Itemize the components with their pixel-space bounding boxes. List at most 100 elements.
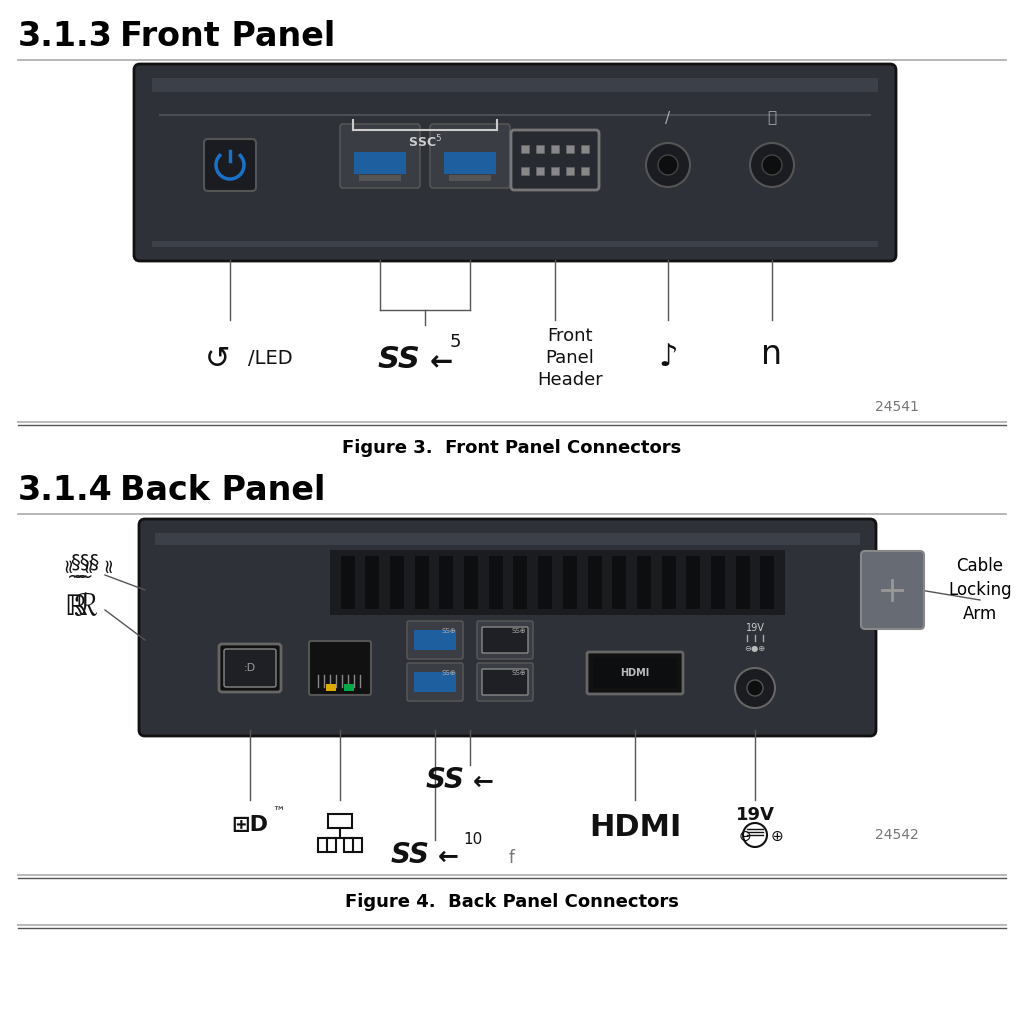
Bar [760, 556, 774, 609]
Text: ⊖●⊕: ⊖●⊕ [744, 643, 766, 652]
Text: /: / [666, 111, 671, 126]
FancyBboxPatch shape [204, 139, 256, 191]
FancyBboxPatch shape [477, 663, 534, 701]
Bar [588, 556, 601, 609]
Text: SS: SS [391, 841, 430, 869]
Bar [354, 152, 406, 174]
FancyBboxPatch shape [477, 621, 534, 659]
Bar [513, 556, 527, 609]
Text: 10: 10 [463, 833, 482, 848]
Circle shape [750, 143, 794, 187]
Bar [152, 78, 878, 92]
Text: HDMI: HDMI [621, 668, 649, 678]
FancyBboxPatch shape [511, 130, 599, 190]
FancyBboxPatch shape [587, 652, 683, 694]
Text: $\mathbf{SSC}^5$: $\mathbf{SSC}^5$ [408, 134, 442, 151]
Text: :D: :D [244, 663, 256, 673]
Text: ⊞D: ⊞D [231, 815, 268, 835]
FancyBboxPatch shape [482, 669, 528, 695]
Text: 19V: 19V [745, 623, 765, 633]
Text: ~: ~ [72, 567, 88, 587]
Text: HDMI: HDMI [589, 813, 681, 843]
Text: 19V: 19V [735, 806, 774, 824]
Text: ™: ™ [272, 806, 285, 818]
FancyBboxPatch shape [593, 658, 677, 688]
FancyBboxPatch shape [139, 519, 876, 736]
Text: 3.1.4: 3.1.4 [18, 473, 113, 507]
FancyBboxPatch shape [407, 663, 463, 701]
Bar [581, 145, 589, 153]
Bar [414, 630, 456, 650]
Bar [566, 145, 574, 153]
FancyBboxPatch shape [430, 124, 510, 188]
Text: Figure 3.  Front Panel Connectors: Figure 3. Front Panel Connectors [342, 439, 682, 457]
Bar [328, 814, 352, 828]
Bar [536, 145, 544, 153]
Bar [686, 556, 700, 609]
Text: SS: SS [426, 766, 465, 794]
Bar [464, 556, 478, 609]
Bar [318, 838, 336, 852]
Text: ←: ← [430, 348, 454, 376]
FancyBboxPatch shape [219, 644, 281, 692]
FancyBboxPatch shape [861, 551, 924, 629]
Bar [344, 684, 354, 691]
Text: n: n [762, 339, 782, 372]
Bar [735, 556, 750, 609]
Bar [662, 556, 676, 609]
FancyBboxPatch shape [309, 641, 371, 695]
Text: SS⊕: SS⊕ [512, 670, 526, 676]
Text: ~: ~ [67, 567, 83, 587]
FancyBboxPatch shape [134, 63, 896, 261]
Circle shape [746, 680, 763, 696]
Circle shape [735, 668, 775, 708]
Text: ℝ: ℝ [63, 593, 86, 621]
Text: ℛ: ℛ [73, 594, 97, 623]
Text: Back Panel: Back Panel [120, 473, 326, 507]
Text: /LED: /LED [248, 348, 293, 368]
Bar [366, 556, 379, 609]
Text: 5: 5 [450, 333, 461, 351]
Text: ←: ← [473, 770, 494, 794]
FancyBboxPatch shape [224, 649, 276, 687]
Circle shape [658, 155, 678, 175]
Text: 24541: 24541 [874, 400, 919, 414]
FancyBboxPatch shape [482, 627, 528, 653]
Text: ≈: ≈ [98, 556, 118, 572]
Text: ≈: ≈ [58, 556, 78, 572]
Text: Front
Panel
Header: Front Panel Header [538, 327, 603, 389]
Bar [521, 167, 529, 175]
Bar [539, 556, 552, 609]
Bar [155, 534, 860, 545]
Text: f: f [509, 849, 515, 867]
Text: SS: SS [377, 345, 420, 375]
Bar [637, 556, 651, 609]
Bar [152, 241, 878, 247]
Bar [536, 167, 544, 175]
Bar [439, 556, 454, 609]
Text: ~: ~ [77, 567, 93, 587]
Text: Front Panel: Front Panel [120, 19, 335, 52]
Text: §§§: §§§ [71, 553, 99, 571]
Bar [711, 556, 725, 609]
Text: 3.1.3: 3.1.3 [18, 19, 113, 52]
Bar [521, 145, 529, 153]
Bar [341, 556, 354, 609]
Text: Cable
Locking
Arm: Cable Locking Arm [948, 557, 1012, 623]
Bar [612, 556, 627, 609]
Text: SS⊕: SS⊕ [441, 670, 457, 676]
Text: ⊖: ⊖ [739, 828, 752, 844]
Text: ♪: ♪ [658, 343, 678, 373]
Bar [330, 550, 785, 615]
Text: 24542: 24542 [874, 828, 919, 842]
Bar [326, 684, 336, 691]
Circle shape [762, 155, 782, 175]
Text: $\circlearrowleft$: $\circlearrowleft$ [200, 343, 230, 373]
Bar [359, 175, 401, 181]
Bar [581, 167, 589, 175]
Bar [551, 167, 559, 175]
Bar [344, 838, 362, 852]
Bar [414, 672, 456, 692]
Bar [566, 167, 574, 175]
Text: ≈: ≈ [79, 556, 97, 572]
